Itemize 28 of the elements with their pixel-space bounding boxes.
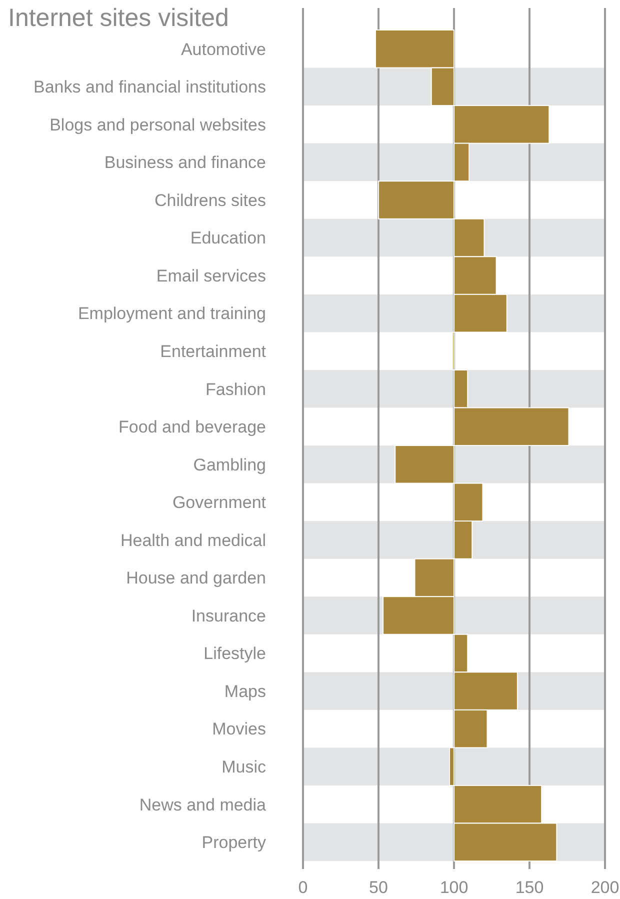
y-tick-label: Government [172, 493, 266, 512]
y-tick-label: Education [190, 228, 266, 248]
y-tick-label: Music [222, 758, 266, 777]
y-tick-label: Health and medical [120, 530, 266, 550]
y-tick-label: Maps [224, 682, 266, 701]
y-tick-label: Automotive [180, 40, 266, 59]
x-tick-label: 0 [298, 878, 308, 897]
y-tick-label: Blogs and personal websites [50, 115, 266, 134]
y-tick-label: Entertainment [160, 342, 266, 362]
y-tick-label: Banks and financial institutions [34, 78, 266, 97]
y-tick-label: News and media [139, 795, 267, 814]
x-tick-label: 50 [369, 878, 388, 897]
y-tick-label: Lifestyle [204, 644, 266, 664]
x-tick-label: 150 [515, 878, 544, 897]
y-tick-label: Movies [212, 720, 266, 739]
chart-title: Internet sites visited [8, 4, 229, 32]
y-tick-label: Insurance [191, 606, 266, 626]
y-tick-label: Email services [156, 266, 266, 286]
x-tick-label: 200 [590, 878, 620, 897]
y-tick-label: Childrens sites [154, 190, 266, 210]
y-tick-label: House and garden [126, 568, 266, 588]
y-tick-label: Employment and training [78, 304, 266, 324]
y-tick-label: Property [202, 833, 266, 852]
y-tick-label: Business and finance [104, 153, 266, 172]
y-tick-label: Fashion [206, 380, 266, 399]
y-tick-label: Gambling [193, 455, 266, 474]
y-tick-label: Food and beverage [118, 418, 266, 437]
x-tick-label: 100 [440, 878, 468, 897]
